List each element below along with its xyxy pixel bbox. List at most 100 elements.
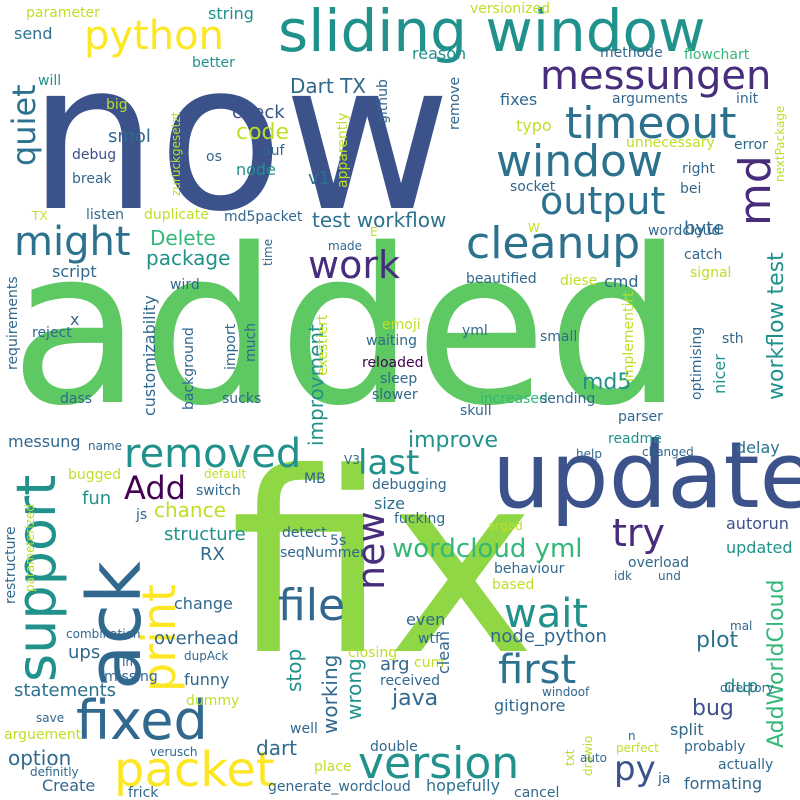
word-small: small — [540, 329, 578, 345]
word-bei: bei — [680, 181, 702, 197]
word-nextpackage: nextPackage — [773, 105, 787, 182]
word-updated: updated — [726, 538, 793, 557]
word-wordcloud-yml: wordcloud yml — [392, 534, 583, 564]
word-js: js — [136, 507, 148, 523]
word-apparently: apparently — [335, 112, 351, 188]
word-workflow-test: workflow test — [764, 252, 789, 400]
word-node: node — [236, 160, 276, 179]
word-reject: reject — [32, 325, 72, 341]
word-big: big — [106, 97, 128, 113]
word-bugged: bugged — [68, 467, 122, 483]
word-5s: 5s — [330, 533, 347, 549]
word-messung: messung — [8, 432, 81, 451]
word-first: first — [498, 647, 577, 693]
word-fixed: fixed — [76, 689, 208, 752]
word-unnecessary: unnecessary — [626, 135, 715, 151]
word-txt: txt — [563, 749, 577, 766]
word-wait: wait — [504, 591, 589, 637]
word-dup: dup — [724, 676, 759, 697]
word-os: os — [206, 149, 222, 165]
word-idk: idk — [614, 569, 632, 583]
word-github: github — [375, 79, 391, 124]
word-arged: arged — [488, 519, 523, 533]
word-option: option — [8, 746, 72, 770]
word-package: package — [146, 246, 231, 270]
word-help: help — [576, 447, 602, 461]
word-bug: bug — [692, 696, 734, 721]
word-delay: delay — [736, 438, 780, 457]
word-actually: actually — [718, 757, 774, 773]
word-auf: auf — [262, 143, 285, 159]
word-increased: increased — [480, 391, 548, 407]
word-waiting: waiting — [366, 333, 418, 349]
word-might: might — [14, 219, 131, 265]
word-autorun: autorun — [726, 514, 789, 533]
word-windoof: windoof — [542, 685, 590, 699]
word-byte: byte — [684, 218, 725, 239]
word-error: error — [734, 137, 768, 153]
word-break: break — [72, 171, 112, 187]
word-will: will — [38, 73, 62, 89]
word-import: import — [223, 323, 239, 370]
word-script: script — [52, 262, 97, 281]
word-java: java — [392, 686, 439, 711]
word-create: Create — [42, 776, 96, 795]
word-methode: methode — [600, 45, 663, 61]
word-v1: v1 — [308, 168, 331, 189]
word-double: double — [370, 739, 418, 755]
word-beautified: beautified — [466, 271, 537, 287]
word-n: n — [628, 729, 636, 743]
word-socket: socket — [510, 179, 556, 195]
word-fixes: fixes — [500, 90, 538, 109]
word-dummy: dummy — [186, 693, 240, 709]
word-received: received — [380, 673, 441, 689]
word-sucks: sucks — [222, 391, 262, 407]
word-work: work — [308, 243, 400, 287]
word-fucking: fucking — [394, 511, 446, 527]
word-tx: TX — [32, 209, 48, 223]
word-verusch: verusch — [150, 745, 198, 759]
word-gitignore: gitignore — [494, 696, 566, 715]
word-und: und — [658, 569, 681, 583]
word-messungen: messungen — [540, 53, 772, 99]
word-readme: readme — [608, 431, 662, 447]
word-ups: ups — [68, 642, 101, 663]
word-improve: improve — [408, 428, 499, 453]
word-overhead: overhead — [154, 628, 239, 649]
word-formating: formating — [684, 774, 763, 793]
word-directory: directory — [720, 681, 774, 695]
word-structure: structure — [164, 524, 246, 545]
word-versionized: versionized — [470, 1, 551, 17]
word-wordcloud: wordcloud — [648, 223, 721, 239]
word-output: output — [540, 179, 666, 223]
word-last: last — [358, 443, 420, 483]
word-arguments: arguments — [612, 91, 688, 107]
word-behaviour: behaviour — [494, 561, 565, 577]
word-dass: dass — [60, 391, 93, 407]
word-perfect: perfect — [616, 741, 659, 755]
word-name: name — [88, 439, 123, 453]
word-auto: auto — [580, 751, 608, 765]
word-quiet: quiet — [5, 84, 43, 166]
word-added: added — [10, 202, 684, 453]
word-dart: dart — [256, 736, 298, 760]
word-init: init — [736, 91, 759, 107]
word-listen: listen — [86, 207, 125, 223]
word-dupack: dupAck — [184, 649, 229, 663]
word-node-python: node_python — [490, 626, 607, 647]
word-parameterized: parameterized — [23, 504, 37, 592]
word-delete: Delete — [150, 226, 216, 250]
word-generate-wordcloud: generate_wordcloud — [268, 779, 411, 795]
word-debug: debug — [72, 147, 117, 163]
word-place: place — [314, 759, 352, 775]
word-slower: slower — [372, 387, 418, 403]
word-send: send — [14, 24, 53, 43]
word-exestiert: exestiert — [315, 314, 331, 376]
word-reason: reason — [412, 44, 467, 63]
word-try: try — [612, 511, 666, 555]
word-plot: plot — [696, 628, 739, 653]
word-flowchart: flowchart — [684, 47, 750, 63]
word-cmd: cmd — [604, 272, 639, 291]
word-e: E — [370, 225, 378, 239]
word-missing: missing — [104, 669, 158, 685]
